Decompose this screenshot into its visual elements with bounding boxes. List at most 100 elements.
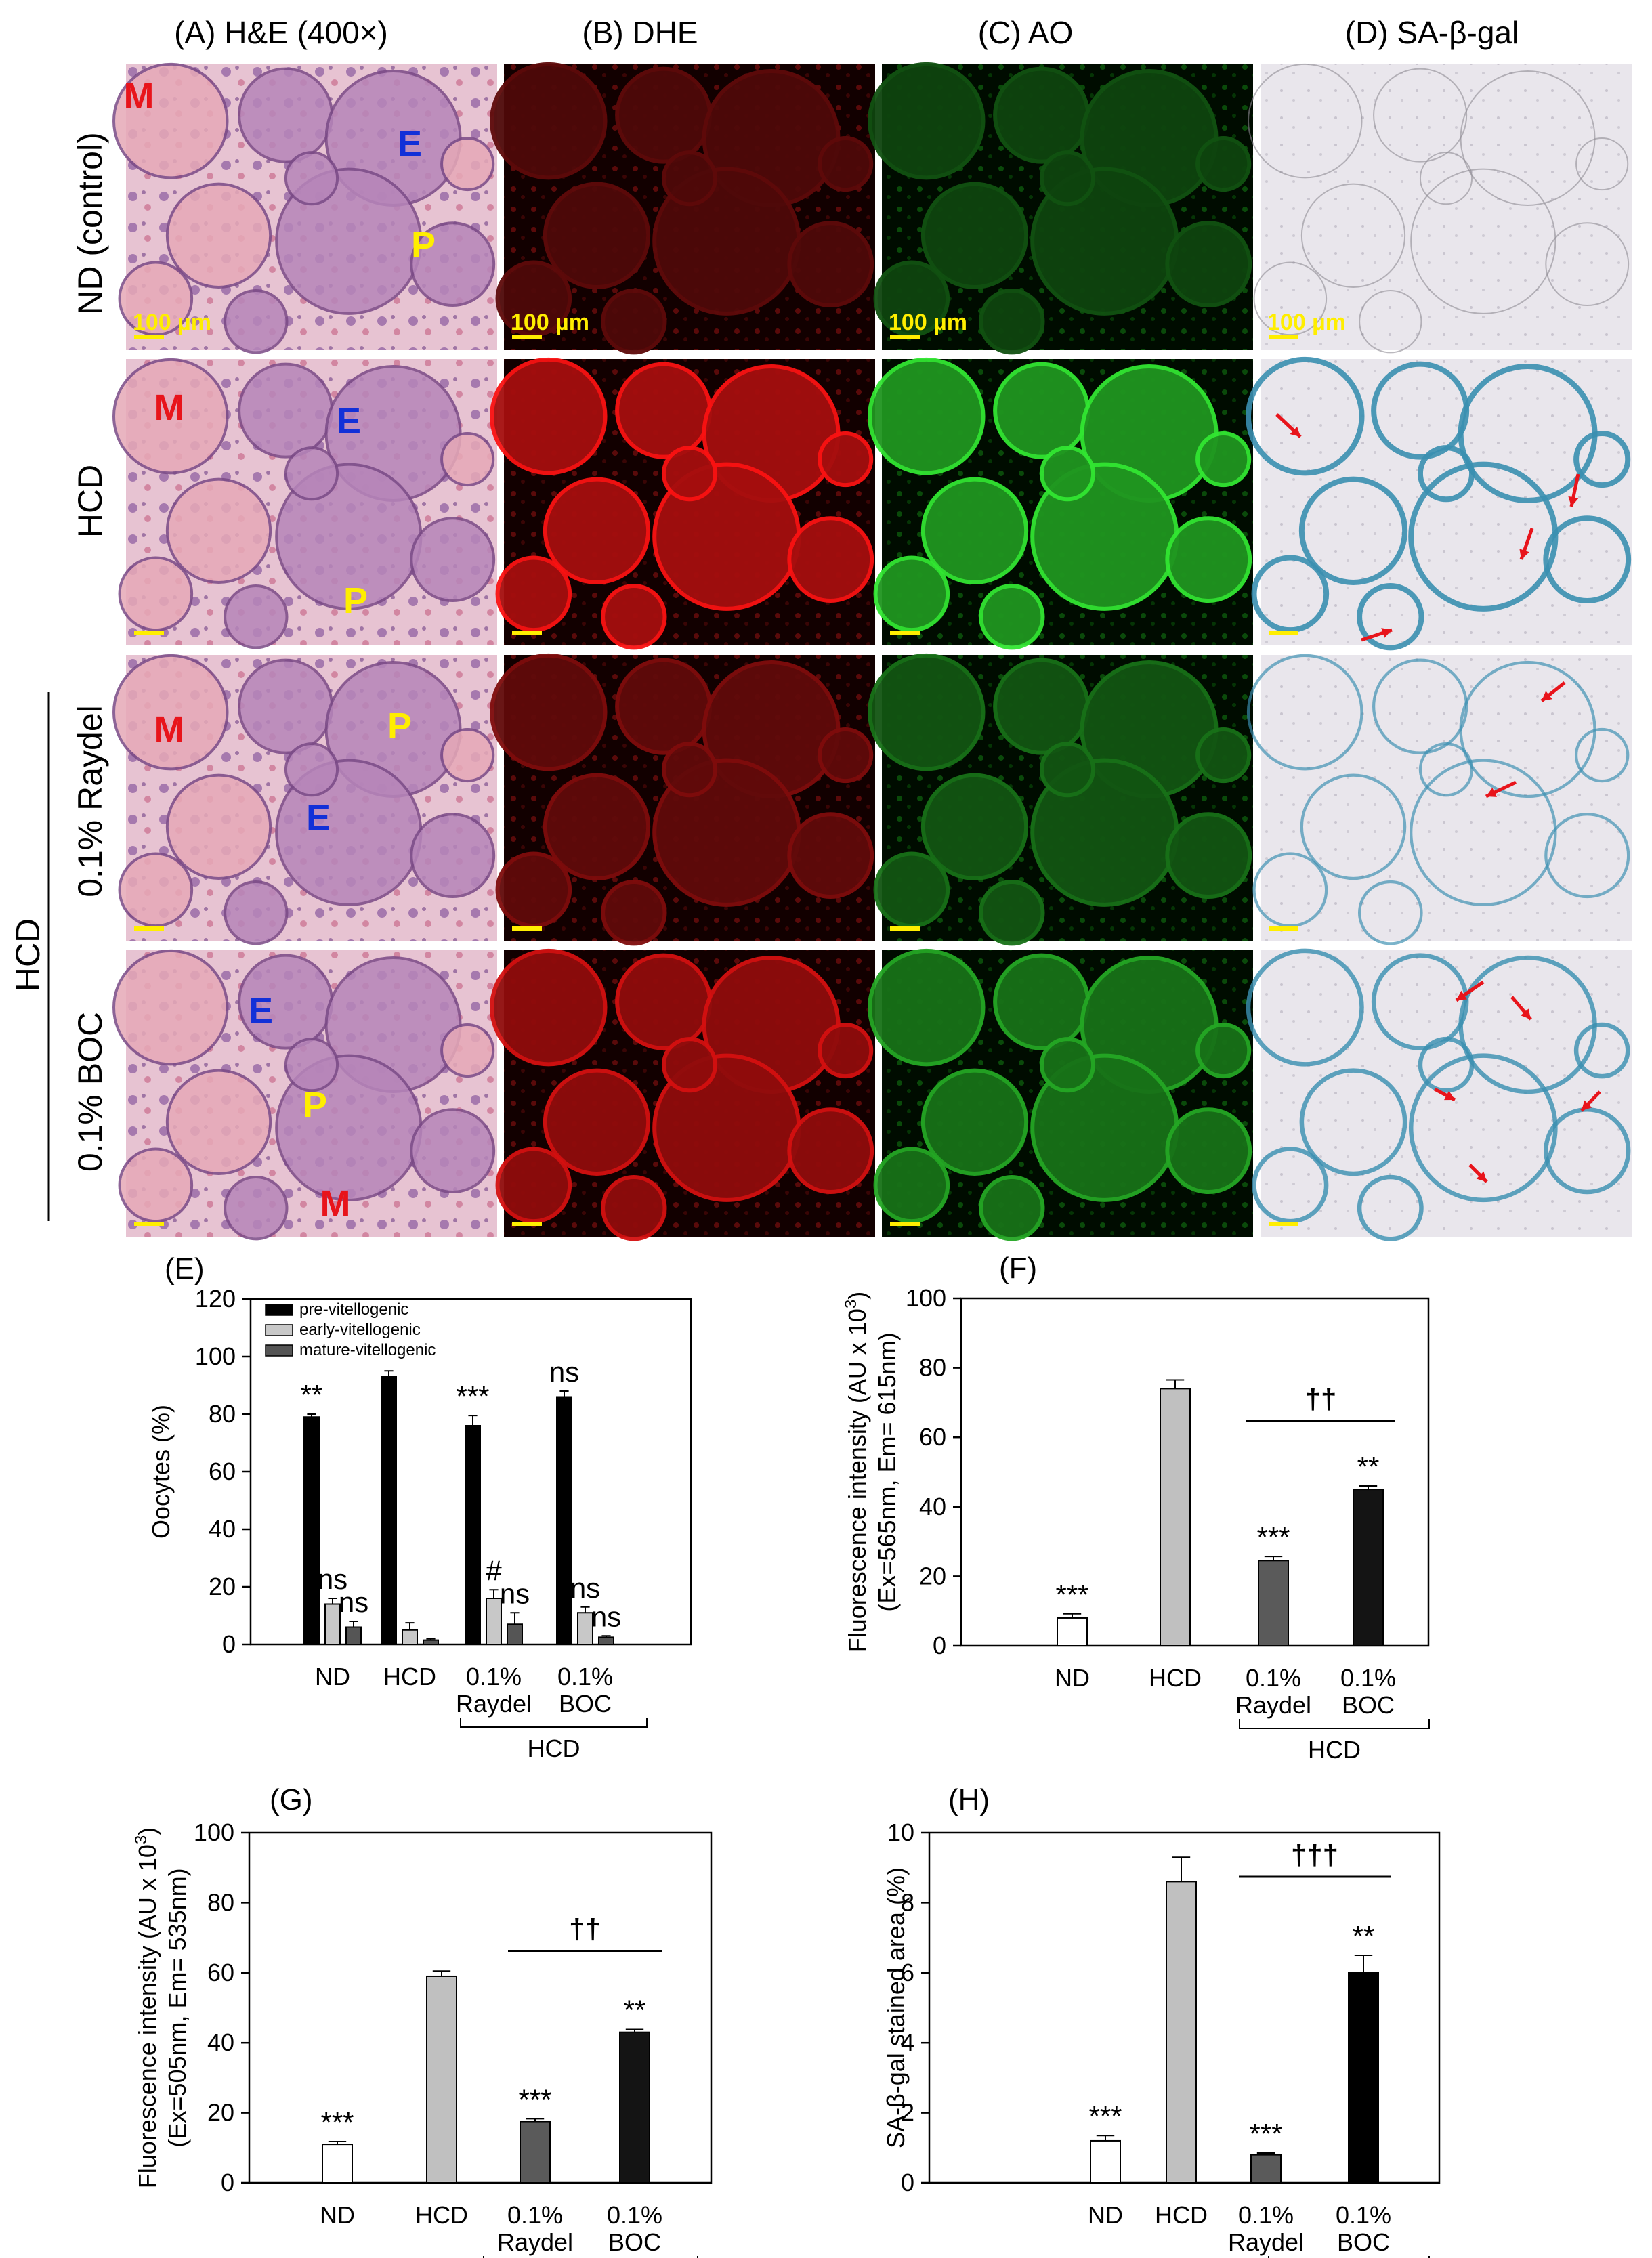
oocyte-fluorescence [661, 742, 718, 798]
x-category-label: BOC [608, 2228, 661, 2256]
oocyte-shape [165, 1069, 272, 1175]
column-header-he: (A) H&E (400×) [174, 15, 388, 50]
y-tick-label: 40 [209, 1515, 236, 1543]
oocyte-fluorescence [490, 653, 608, 771]
legend-entry: mature-vitellogenic [299, 1341, 436, 1359]
oocyte-shape [440, 1023, 495, 1078]
y-tick-label: 60 [209, 1457, 236, 1485]
y-tick-label: 80 [919, 1354, 946, 1382]
oocyte-fluorescence [1165, 1107, 1252, 1195]
red-arrow-head [1568, 496, 1579, 507]
scale-bar [134, 1222, 164, 1226]
he-marker-E: E [306, 797, 331, 838]
micrograph-sa-row2 [1246, 356, 1632, 651]
column-header-sabgal: (D) SA-β-gal [1345, 15, 1519, 50]
he-marker-E: E [337, 401, 361, 442]
y-tick-label: 10 [887, 1818, 914, 1846]
significance-mark: ** [1353, 1920, 1375, 1952]
scale-bar [512, 1222, 542, 1226]
micrograph-background [1261, 64, 1632, 350]
oocyte-fluorescence [868, 948, 986, 1067]
oocyte-fluorescence [1039, 742, 1096, 798]
he-marker-E: E [398, 123, 422, 164]
significance-mark: # [486, 1554, 502, 1586]
red-arrow-head [1381, 628, 1392, 638]
oocyte-outline [1300, 773, 1407, 880]
y-axis-label-close: ) [133, 1827, 161, 1835]
legend-swatch [265, 1324, 293, 1336]
plot-frame [960, 1297, 1430, 1647]
oocyte-outline [1545, 222, 1630, 307]
micrograph-sa-row3 [1246, 654, 1632, 945]
oocyte-fluorescence [993, 362, 1090, 459]
y-tick-label: 40 [207, 2028, 234, 2056]
y-axis-label: Fluorescence intensity (AU x 103) [132, 1827, 161, 2189]
scale-bar [1269, 1222, 1298, 1226]
scale-bar-label: 100 µm [889, 310, 967, 335]
hcd-bracket [1239, 1719, 1430, 1729]
y-tick-label: 20 [207, 2099, 234, 2127]
scale-bar [1269, 335, 1298, 339]
oocyte-shape [284, 1038, 339, 1092]
significance-mark: *** [1256, 1521, 1290, 1553]
oocyte-outline [1418, 1036, 1475, 1093]
significance-mark: *** [1055, 1579, 1088, 1611]
micrograph-dhe-row4 [490, 948, 875, 1241]
micrograph-dhe-row3 [490, 653, 875, 946]
y-tick-label: 6 [901, 1959, 914, 1986]
x-category-label: 0.1% [1238, 2201, 1294, 2229]
he-marker-P: P [343, 580, 368, 621]
legend-entry: pre-vitellogenic [299, 1300, 408, 1319]
red-arrow-head [1456, 990, 1467, 1000]
significance-mark: ns [318, 1563, 347, 1595]
chart-panel-label: (G) [270, 1783, 313, 1816]
group-label-hcd: HCD [9, 918, 47, 992]
y-tick-label: 20 [919, 1562, 946, 1590]
row-label-boc: 0.1% BOC [71, 1012, 109, 1172]
legend-swatch [265, 1304, 293, 1316]
x-category-label: 0.1% [507, 2201, 563, 2229]
micrograph-sa-row4 [1246, 948, 1632, 1241]
y-axis-label-close: ) [843, 1292, 871, 1300]
significance-mark: ** [624, 1995, 646, 2026]
chart-f: (F) 0 20 40 60 80 100 Fluorescence intensity (A… [842, 1252, 1430, 1764]
oocyte-fluorescence [787, 221, 874, 308]
chart-panel-label: (E) [165, 1252, 205, 1285]
oocyte-outline [1246, 356, 1365, 476]
x-category-label: BOC [1342, 1691, 1395, 1719]
oocyte-fluorescence [868, 357, 986, 475]
oocyte-outline [1544, 1107, 1631, 1195]
bar [486, 1598, 502, 1645]
oocyte-shape [410, 813, 496, 899]
y-axis-label-superscript: 3 [132, 1835, 150, 1844]
oocyte-outline [1460, 70, 1596, 206]
significance-dagger: ††† [1291, 1839, 1338, 1871]
micrograph-sa-row1: 100 µm [1248, 63, 1632, 354]
oocyte-outline [1410, 168, 1556, 314]
oocyte-fluorescence [920, 477, 1029, 584]
bar [345, 1626, 362, 1645]
oocyte-fluorescence [543, 477, 651, 584]
he-marker-E: E [249, 990, 273, 1031]
oocyte-outline [1246, 654, 1363, 771]
oocyte-fluorescence [1195, 727, 1252, 784]
y-tick-label: 0 [933, 1632, 946, 1659]
bar [423, 1639, 439, 1645]
x-category-label: 0.1% [607, 2201, 662, 2229]
oocyte-fluorescence [787, 812, 874, 899]
column-header-ao: (C) AO [978, 15, 1074, 50]
x-category-label: HCD [383, 1663, 436, 1690]
oocyte-fluorescence [661, 150, 718, 207]
significance-mark: ns [339, 1586, 368, 1618]
y-axis-label: SA-β-gal stained area (%) [882, 1867, 910, 2148]
legend-entry: early-vitellogenic [299, 1321, 421, 1339]
bar [1166, 1881, 1197, 2184]
oocyte-fluorescence [615, 658, 713, 755]
y-tick-label: 60 [207, 1959, 234, 1986]
y-tick-label: 2 [901, 2099, 914, 2127]
he-marker-P: P [303, 1085, 327, 1126]
oocyte-fluorescence [787, 1107, 874, 1195]
